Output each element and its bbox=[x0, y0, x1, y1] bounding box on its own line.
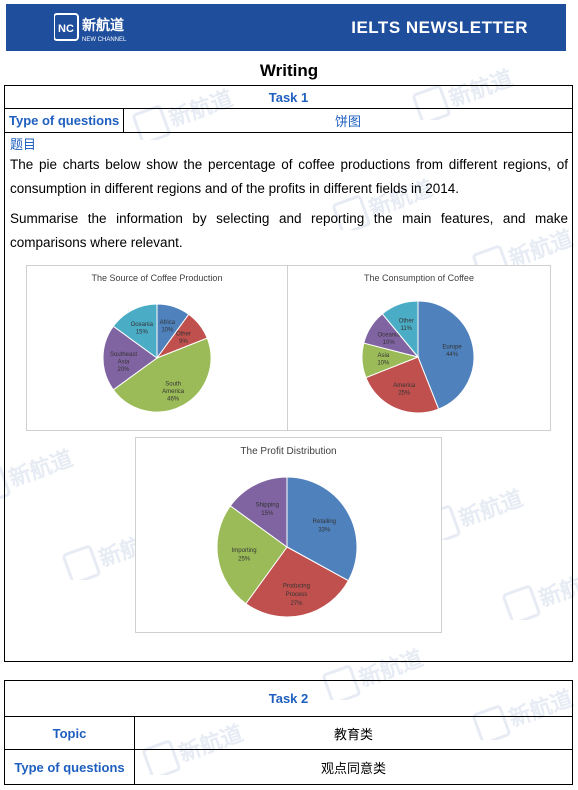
production-chart: The Source of Coffee Production Africa 10… bbox=[26, 265, 288, 431]
task1-paragraph-2: Summarise the information by selecting a… bbox=[10, 211, 568, 250]
task1-type-label-cell: Type of questions bbox=[4, 108, 124, 133]
pie-slice-other bbox=[381, 300, 419, 359]
task1-label: Task 1 bbox=[268, 89, 309, 105]
task2-topic-label-cell: Topic bbox=[4, 716, 135, 750]
pie-slice-south-america bbox=[112, 337, 212, 413]
consumption-pie: Europe 44% America 25% Asia 10% Oceania 10%Othe… bbox=[361, 300, 475, 414]
pie-slice-southeast-asia bbox=[102, 325, 158, 391]
profit-pie: Retailing 33% Producing Process 27% Importing… bbox=[216, 476, 358, 618]
task2-label: Task 2 bbox=[268, 691, 309, 706]
task1-type-label: Type of questions bbox=[9, 113, 120, 128]
pie-label-importing: Importing 25% bbox=[232, 548, 257, 563]
svg-text:NEW CHANNEL: NEW CHANNEL bbox=[82, 37, 127, 43]
pie-label-other: Other 9% bbox=[176, 331, 191, 345]
consumption-chart: The Consumption of Coffee Europe 44% Ameri… bbox=[287, 265, 551, 431]
pie-slice-europe bbox=[417, 300, 475, 410]
pie-label-shipping: Shipping 15% bbox=[256, 502, 279, 517]
task2-type-label-cell: Type of questions bbox=[4, 749, 135, 785]
newsletter-title: IELTS NEWSLETTER bbox=[351, 18, 528, 37]
pie-label-asia: Asia 10% bbox=[377, 353, 390, 367]
pie-label-europe: Europe 44% bbox=[442, 344, 462, 358]
pie-slice-shipping bbox=[229, 476, 288, 548]
question-label: 题目 bbox=[10, 137, 37, 152]
chart-title: The Profit Distribution bbox=[240, 446, 337, 457]
task2-type-value: 观点同意类 bbox=[320, 760, 386, 776]
task2-type-label: Type of questions bbox=[14, 759, 125, 775]
new-channel-logo: NC 新航道 NEW CHANNEL bbox=[54, 13, 127, 43]
pie-label-retailing: Retailing 33% bbox=[313, 519, 336, 534]
pie-label-producing-process: Producing Process 27% bbox=[283, 583, 310, 607]
pie-slice-oceania bbox=[112, 303, 158, 359]
newsletter-header: NC 新航道 NEW CHANNEL IELTS NEWSLETTER bbox=[6, 4, 566, 51]
pie-label-oceania: Oceania 15% bbox=[131, 322, 154, 336]
chart-title: The Source of Coffee Production bbox=[91, 273, 223, 283]
svg-text:新航道: 新航道 bbox=[82, 17, 124, 34]
pie-slice-america bbox=[365, 356, 440, 414]
pie-slice-importing bbox=[216, 505, 288, 605]
pie-label-america: America 25% bbox=[393, 383, 416, 397]
pie-slice-retailing bbox=[286, 476, 358, 582]
task2-topic-value-cell: 教育类 bbox=[134, 716, 573, 750]
section-title: Writing bbox=[259, 61, 319, 80]
task1-header-cell: Task 1 bbox=[4, 85, 573, 109]
task2-type-value-cell: 观点同意类 bbox=[134, 749, 573, 785]
task2-header-cell: Task 2 bbox=[4, 680, 573, 717]
task1-type-value-cell: 饼图 bbox=[123, 108, 573, 133]
task2-topic-label: Topic bbox=[52, 725, 87, 741]
pie-label-africa: Africa 10% bbox=[160, 320, 176, 334]
pie-label-oceania: Oceania 10% bbox=[378, 332, 401, 346]
chart-title: The Consumption of Coffee bbox=[364, 273, 474, 283]
svg-text:NC: NC bbox=[58, 23, 74, 35]
pie-label-other: Other 11% bbox=[399, 318, 414, 332]
production-pie: Africa 10%Other 9% South America 46% Southeast… bbox=[102, 303, 212, 413]
pie-slice-producing-process bbox=[245, 546, 350, 618]
pie-label-southeast-asia: Southeast Asia 20% bbox=[110, 352, 137, 373]
task1-paragraph-1: The pie charts below show the percentage… bbox=[10, 157, 568, 196]
profit-chart: The Profit Distribution Retailing 33% Prod… bbox=[135, 437, 442, 633]
task1-type-value: 饼图 bbox=[334, 114, 361, 129]
pie-label-south-america: South America 46% bbox=[162, 381, 185, 402]
task2-topic-value: 教育类 bbox=[333, 726, 373, 742]
